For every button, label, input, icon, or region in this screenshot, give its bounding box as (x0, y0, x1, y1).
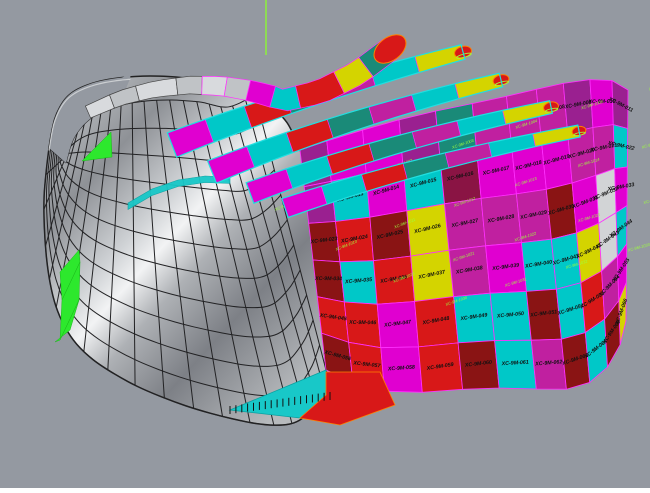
svg-text:XC-9M-034: XC-9M-034 (314, 276, 342, 282)
svg-text:XC-9M-046: XC-9M-046 (348, 320, 376, 326)
